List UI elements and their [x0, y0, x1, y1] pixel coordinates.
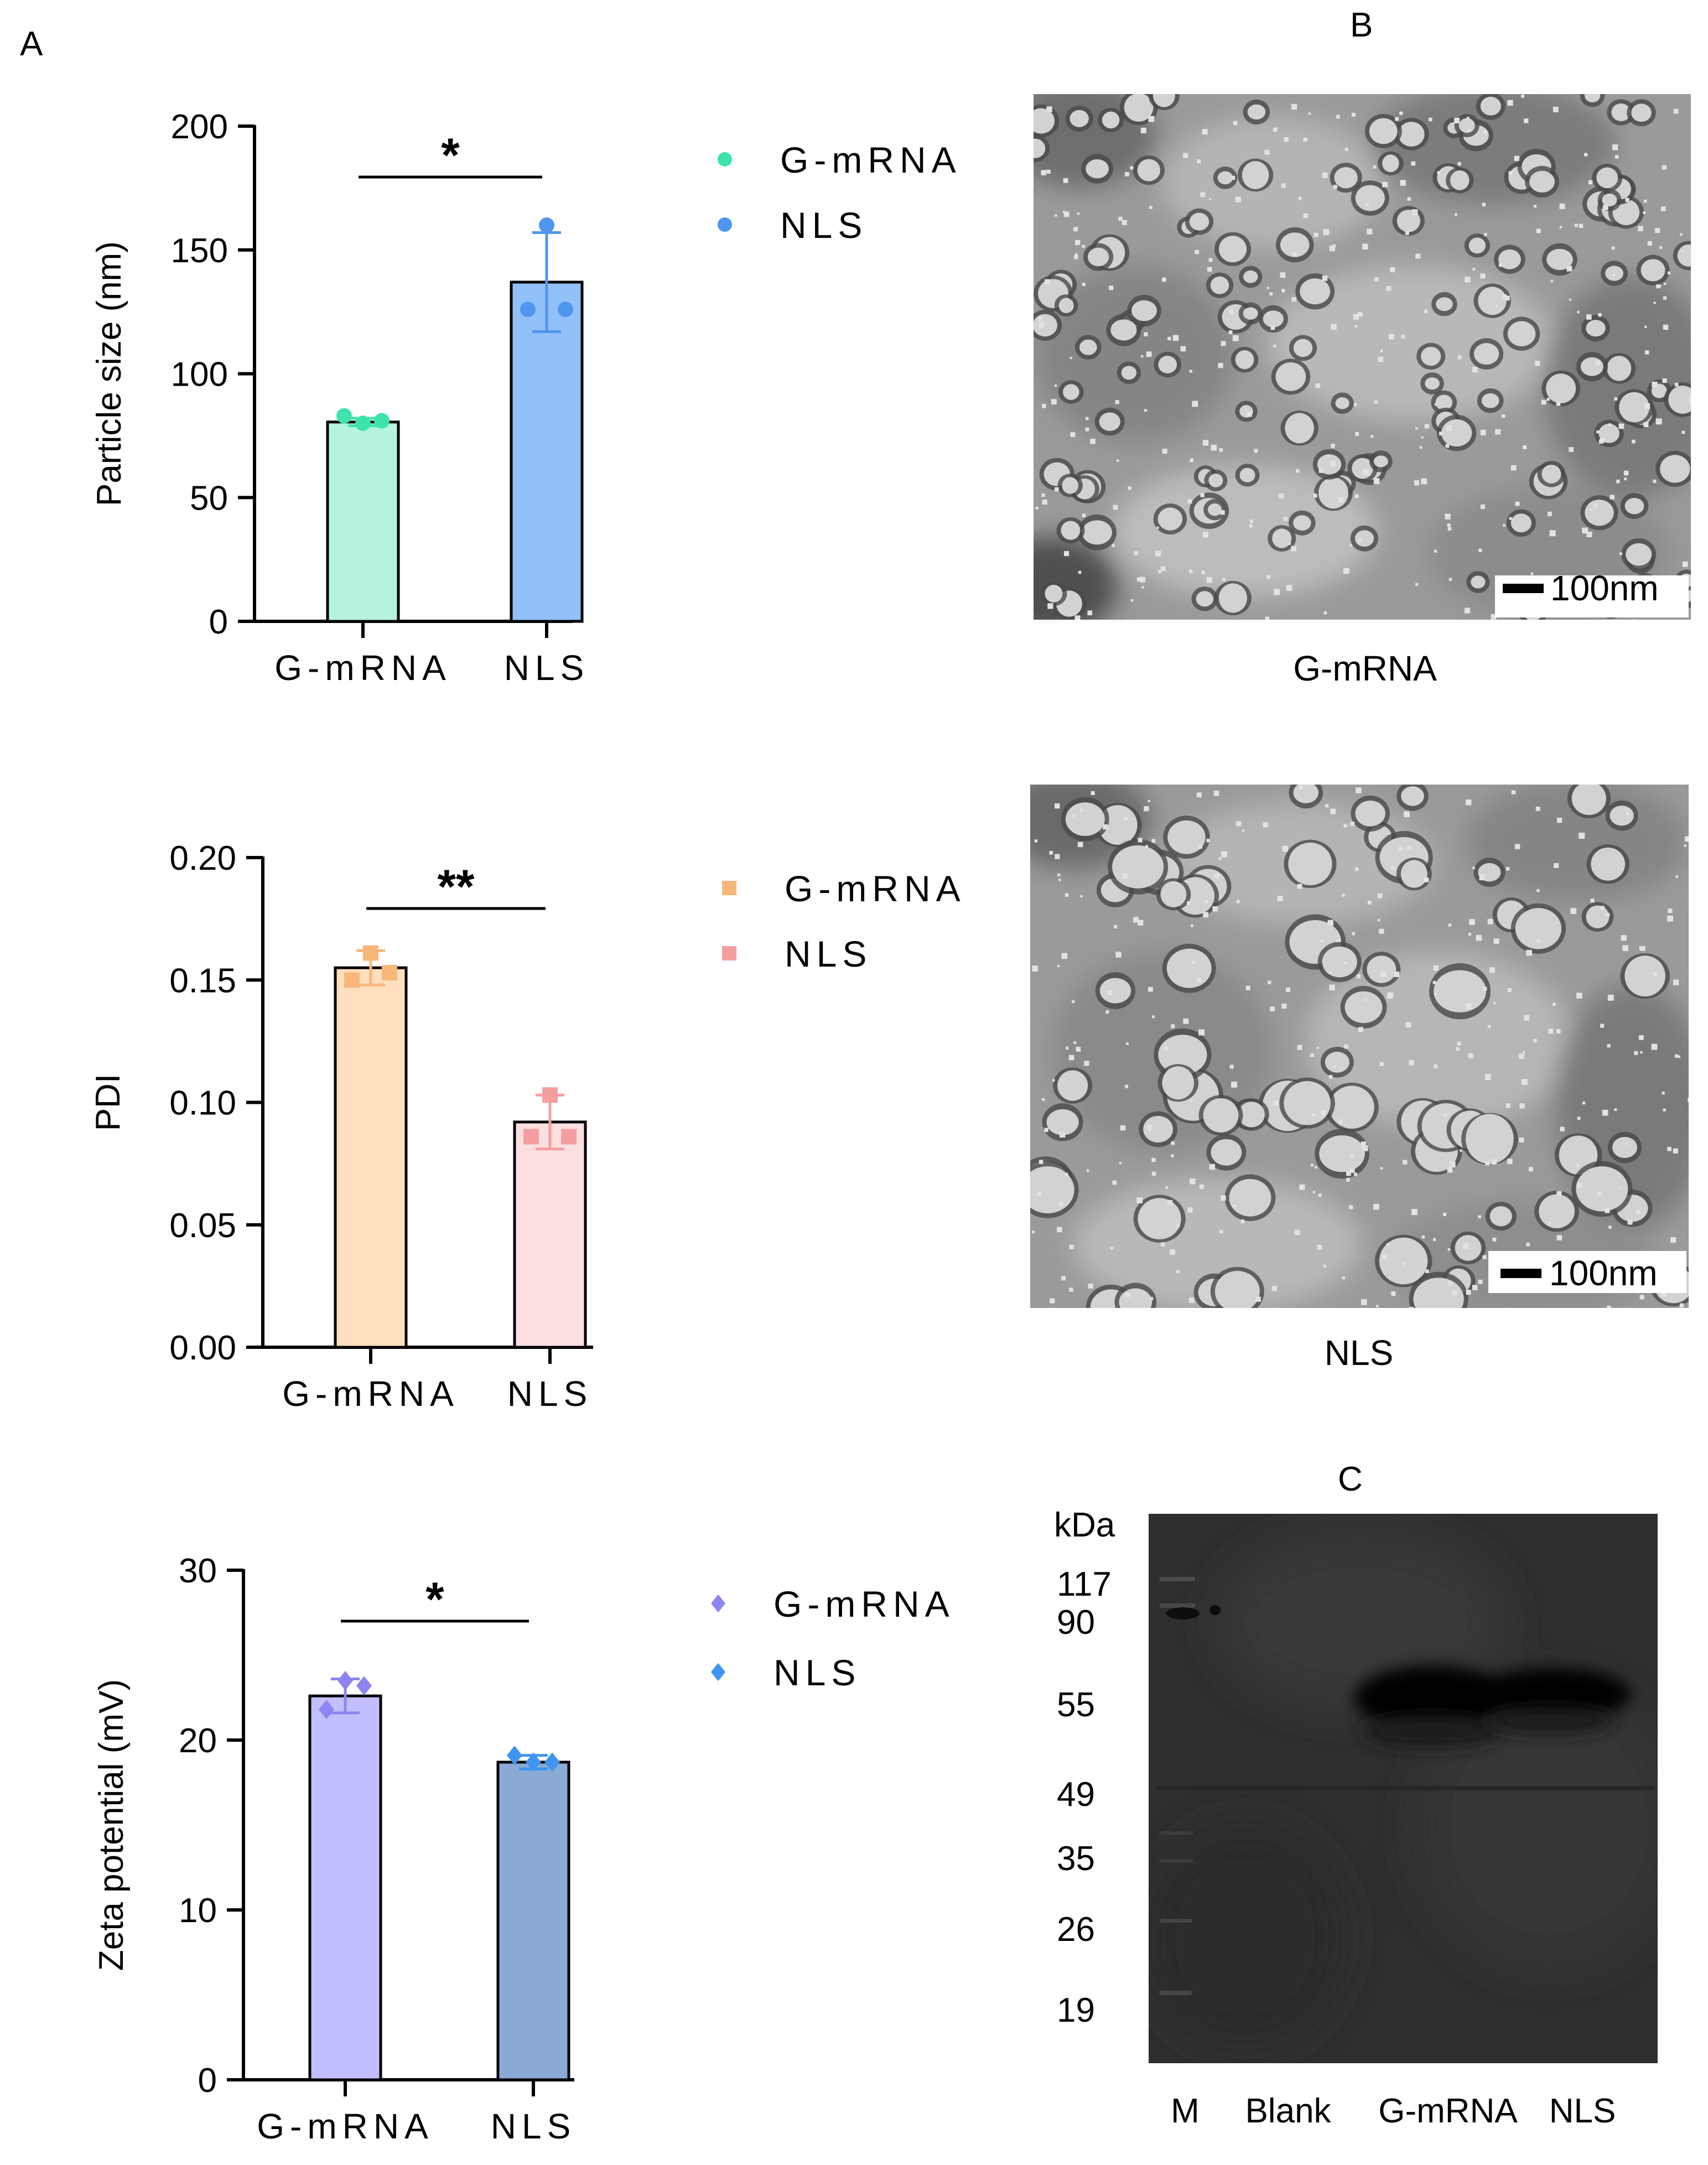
scalebar-line	[1501, 1269, 1541, 1278]
y-tick-label: 100	[171, 356, 228, 394]
y-tick-label: 0.05	[169, 1207, 236, 1245]
legend-marker	[711, 1663, 725, 1681]
tem-particles	[1030, 785, 1689, 1308]
y-axis-label: PDI	[89, 1074, 127, 1131]
legend-label: NLS	[780, 205, 868, 246]
bar-g-mrna	[334, 966, 408, 1349]
y-tick-label: 150	[171, 232, 228, 270]
data-point	[344, 972, 360, 988]
blot-lane-labels: M Blank G-mRNA NLS	[1171, 2092, 1616, 2130]
legend-label: G-mRNA	[785, 868, 966, 909]
scalebar-line	[1503, 584, 1544, 593]
marker-label: 55	[1057, 1686, 1095, 1724]
y-tick-label: 0	[198, 2062, 217, 2100]
tem-particles	[1034, 94, 1691, 620]
y-tick-label: 0.20	[169, 839, 236, 878]
pdi-chart: 0.00 0.05 0.10 0.15 0.20 PDI G-mRNA NLS ** G-mRNA…	[89, 839, 966, 1414]
legend-marker	[722, 881, 736, 895]
tem-image-g-mrna: 100nm G-mRNA	[1034, 94, 1691, 688]
marker-label: 117	[1057, 1565, 1112, 1603]
x-tick-label: NLS	[491, 2106, 577, 2146]
y-tick-label: 20	[179, 1722, 217, 1760]
marker-label: 35	[1057, 1840, 1095, 1878]
significance-label: *	[425, 1573, 444, 1626]
legend-marker	[711, 1594, 725, 1613]
legend-label: G-mRNA	[780, 139, 962, 180]
data-point	[363, 945, 378, 961]
tem-caption: NLS	[1325, 1333, 1394, 1373]
data-point	[382, 964, 397, 980]
x-tick-label: G-mRNA	[257, 2106, 434, 2146]
data-point	[520, 302, 536, 318]
data-point	[356, 1676, 372, 1696]
marker-label: 49	[1057, 1775, 1095, 1814]
scalebar-label: 100nm	[1550, 568, 1659, 608]
bar-nls	[513, 1120, 587, 1349]
blot-unit-label: kDa	[1054, 1506, 1115, 1544]
lane-label: Blank	[1245, 2092, 1331, 2130]
scalebar-label: 100nm	[1549, 1253, 1658, 1293]
blot-texture	[1149, 1533, 1658, 2047]
y-tick-label: 200	[171, 108, 228, 146]
lane-label: G-mRNA	[1378, 2092, 1518, 2130]
marker-ladder	[1160, 1577, 1221, 1995]
x-tick-label: G-mRNA	[274, 648, 451, 688]
lane-label: M	[1171, 2092, 1200, 2130]
data-point	[507, 1746, 522, 1766]
x-tick-label: NLS	[504, 648, 590, 688]
zeta-potential-chart: 0 10 20 30 Zeta potential (mV) G-mRNA NLS * G-mR…	[92, 1552, 955, 2146]
y-tick-label: 10	[179, 1892, 217, 1930]
tem-image-nls: 100nm NLS	[1030, 785, 1689, 1373]
panel-label-c: C	[1338, 1460, 1363, 1498]
data-point	[319, 1700, 334, 1720]
marker-label: 26	[1057, 1910, 1095, 1949]
lane-label: NLS	[1549, 2092, 1616, 2130]
data-point	[355, 416, 371, 431]
data-point	[336, 408, 352, 424]
x-tick-label: G-mRNA	[282, 1374, 459, 1414]
panel-label-b: B	[1350, 6, 1373, 44]
y-tick-label: 50	[190, 479, 228, 517]
y-tick-label: 0.10	[169, 1084, 236, 1123]
legend-marker	[718, 217, 732, 232]
data-point	[539, 217, 554, 233]
data-point	[558, 302, 573, 318]
significance-label: *	[441, 129, 460, 182]
bar-nls	[496, 1761, 570, 2081]
legend-label: NLS	[785, 933, 872, 974]
data-point	[338, 1671, 353, 1691]
legend-marker	[718, 152, 732, 167]
scalebar-box	[1495, 575, 1689, 617]
legend-label: NLS	[773, 1652, 861, 1693]
marker-label: 90	[1057, 1603, 1095, 1642]
y-tick-label: 30	[179, 1552, 217, 1590]
x-tick-label: NLS	[507, 1374, 593, 1414]
y-axis-label: Zeta potential (mV)	[92, 1679, 131, 1971]
y-axis-label: Particle size (nm)	[90, 241, 128, 506]
bar-g-mrna	[326, 420, 400, 623]
legend-label: G-mRNA	[773, 1583, 955, 1624]
y-tick-label: 0.15	[169, 962, 236, 1000]
data-point	[374, 413, 390, 429]
data-point	[544, 1752, 560, 1772]
tem-caption: G-mRNA	[1293, 648, 1437, 688]
panel-label-a: A	[20, 25, 43, 63]
legend-marker	[722, 946, 736, 961]
data-point	[523, 1129, 539, 1145]
data-point	[542, 1087, 558, 1103]
particle-size-chart: 0 50 100 150 200 Particle size (nm) G-mRNA NLS *…	[90, 108, 962, 688]
bar-g-mrna	[308, 1694, 382, 2081]
data-point	[526, 1752, 541, 1772]
significance-label: **	[438, 860, 475, 913]
marker-label: 19	[1057, 1991, 1095, 2029]
y-tick-label: 0.00	[169, 1329, 236, 1367]
data-point	[561, 1129, 577, 1145]
y-tick-label: 0	[209, 603, 228, 641]
bar-nls	[510, 281, 584, 623]
protein-bands	[1156, 1665, 1654, 1790]
